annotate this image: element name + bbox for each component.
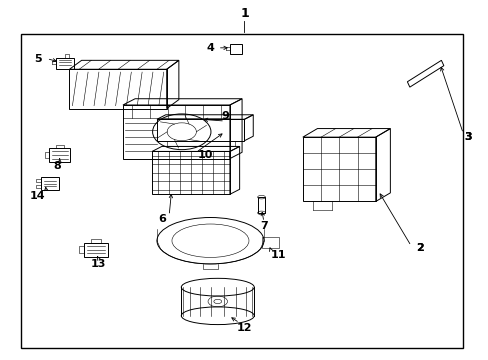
- Bar: [21, 33, 462, 348]
- Text: 12: 12: [236, 323, 252, 333]
- Text: 4: 4: [206, 43, 214, 53]
- Text: 14: 14: [30, 191, 45, 201]
- Text: 3: 3: [464, 132, 471, 142]
- Text: 6: 6: [158, 214, 165, 224]
- Text: 2: 2: [415, 243, 423, 253]
- Text: 1: 1: [240, 8, 248, 21]
- Text: 8: 8: [53, 161, 61, 171]
- Text: 5: 5: [34, 54, 41, 64]
- Text: 13: 13: [91, 259, 106, 269]
- Text: 10: 10: [198, 150, 213, 160]
- Text: 2: 2: [415, 243, 423, 253]
- Text: 3: 3: [464, 132, 471, 142]
- Text: 9: 9: [221, 111, 228, 121]
- Text: 11: 11: [270, 250, 285, 260]
- Text: 7: 7: [260, 221, 267, 231]
